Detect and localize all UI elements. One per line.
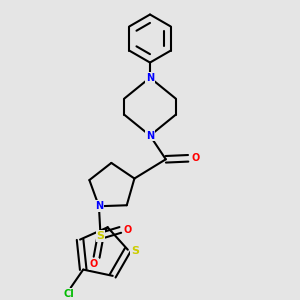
Text: S: S [131, 246, 139, 256]
Text: N: N [146, 130, 154, 141]
Text: N: N [95, 201, 103, 211]
Text: S: S [97, 231, 105, 241]
Text: O: O [191, 153, 200, 163]
Text: O: O [90, 259, 98, 269]
Text: N: N [146, 73, 154, 83]
Text: Cl: Cl [64, 289, 74, 298]
Text: O: O [123, 225, 132, 235]
